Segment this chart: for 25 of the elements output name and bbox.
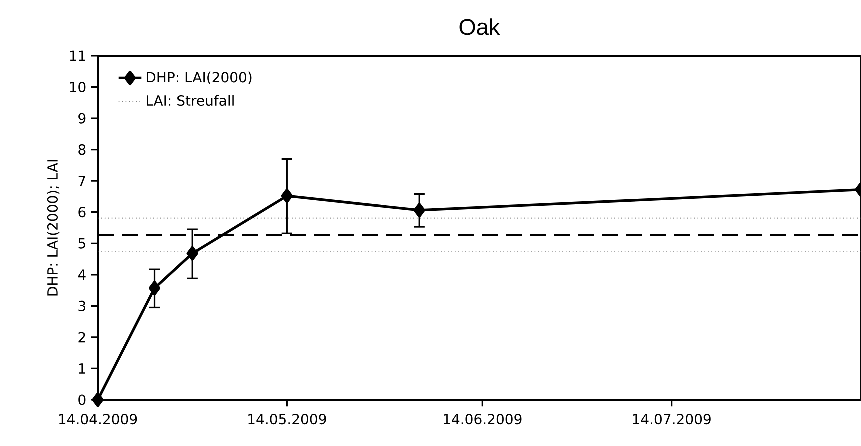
y-tick-label: 4 — [78, 270, 86, 280]
y-tick-label: 8 — [78, 144, 86, 156]
y-tick-label: 7 — [78, 176, 86, 186]
y-tick-label: 0 — [78, 394, 86, 406]
x-tick-label: 14.04.2009 — [59, 414, 138, 425]
y-tick-label: 2 — [78, 332, 86, 343]
point — [414, 203, 426, 218]
point — [281, 188, 294, 204]
y-tick-label: 10 — [70, 82, 86, 93]
chart-title: Oak — [460, 18, 500, 36]
y-tick-label: 1 — [79, 364, 86, 374]
point — [186, 246, 198, 261]
y-axis-title: DHP: LAI(2000); LAI — [47, 160, 60, 296]
y-tick-label: 9 — [78, 113, 86, 124]
y-tick-label: 3 — [78, 300, 86, 312]
point — [148, 281, 161, 296]
legend-label: LAI: Streufall — [147, 95, 234, 106]
x-tick-label: 14.07.2009 — [633, 414, 711, 425]
x-tick-label: 14.06.2009 — [444, 414, 522, 425]
y-tick-label: 11 — [70, 50, 86, 62]
y-tick-label: 6 — [78, 207, 86, 218]
x-tick-label: 14.05.2009 — [248, 414, 326, 425]
point — [92, 392, 104, 408]
legend-label: DHP: LAI(2000) — [147, 72, 252, 84]
y-tick-label: 5 — [78, 238, 86, 249]
